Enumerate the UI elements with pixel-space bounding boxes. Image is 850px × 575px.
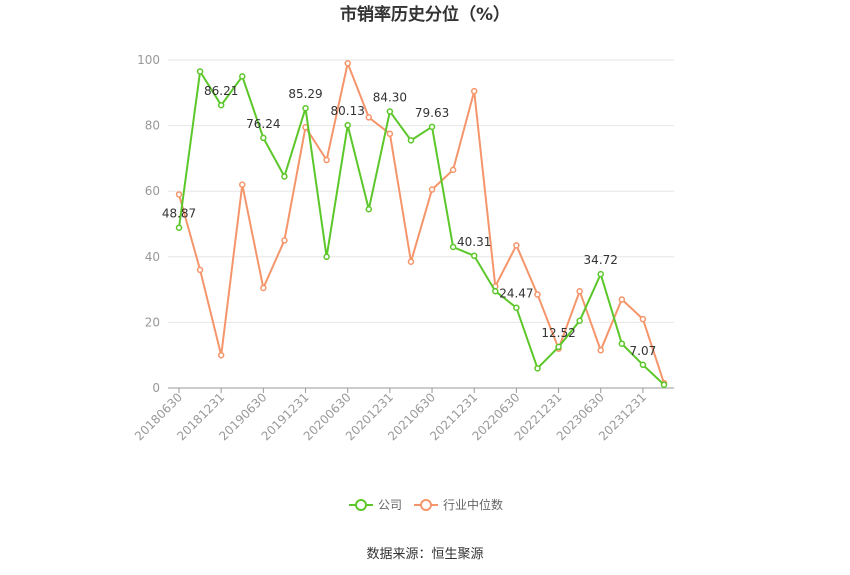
data-label: 85.29 [288,87,322,101]
data-point[interactable] [534,365,541,372]
data-point[interactable] [513,242,520,249]
data-point[interactable] [386,130,394,138]
data-point[interactable] [281,237,288,244]
data-point[interactable] [449,243,457,251]
data-point[interactable] [492,287,499,295]
data-point[interactable] [618,296,626,303]
source-note: 数据来源：恒生聚源 [366,547,483,562]
y-tick-label: 20 [145,315,160,329]
data-point[interactable] [196,68,204,75]
data-point[interactable] [639,315,647,323]
data-point[interactable] [386,108,394,115]
data-point[interactable] [618,340,626,347]
data-point[interactable] [597,270,604,278]
series-industry-median [175,59,668,387]
series-company [175,68,668,388]
x-tick-labels: 2018063020181231201906302019123120200630… [132,388,649,443]
y-tick-label: 80 [145,119,160,133]
data-point[interactable] [365,114,373,121]
legend-item-industry-median[interactable]: 行业中位数 [414,497,503,512]
data-point[interactable] [175,191,183,198]
legend-marker-icon [420,499,432,511]
data-point[interactable] [196,266,204,274]
data-labels: 48.87 86.21 76.24 85.29 80.13 84.30 79.63 40.31… [162,84,656,358]
data-label: 79.63 [415,106,449,120]
data-label: 80.13 [331,104,365,118]
data-point[interactable] [576,287,583,295]
series-group [175,59,668,388]
data-point[interactable] [281,173,288,180]
data-point[interactable] [344,121,351,129]
data-point[interactable] [470,252,478,260]
data-point[interactable] [534,291,541,298]
data-point[interactable] [260,134,267,142]
data-label: 84.30 [373,90,407,104]
y-tick-label: 40 [145,250,160,264]
legend-marker-icon [355,499,367,511]
legend-item-company[interactable]: 公司 [349,498,402,512]
data-point[interactable] [449,166,457,174]
legend-label: 公司 [378,498,402,512]
data-point[interactable] [260,284,267,292]
y-tick-label: 0 [152,381,160,395]
data-point[interactable] [428,123,436,131]
series-line [178,59,665,384]
data-point[interactable] [428,186,436,193]
data-point[interactable] [217,351,225,359]
data-point[interactable] [365,205,373,213]
data-point[interactable] [239,73,246,80]
legend-label: 行业中位数 [443,497,503,512]
data-label: 76.24 [246,117,280,131]
data-point[interactable] [323,156,330,164]
y-tick-label: 60 [145,184,160,198]
data-point[interactable] [344,60,351,67]
data-label: 40.31 [457,235,491,249]
data-point[interactable] [217,101,225,109]
y-tick-labels: 0 20 40 60 80 100 [137,53,160,395]
data-point[interactable] [597,347,604,354]
data-point[interactable] [302,104,309,112]
data-point[interactable] [323,253,330,261]
data-point[interactable] [407,258,415,265]
data-label: 24.47 [499,287,533,301]
data-point[interactable] [239,181,246,188]
data-label: 12.52 [541,326,575,340]
data-point[interactable] [639,361,647,369]
data-point[interactable] [470,87,478,95]
chart-title: 市销率历史分位（%） [340,4,510,25]
data-label: 34.72 [584,253,618,267]
data-point[interactable] [576,317,583,325]
data-point[interactable] [175,224,183,231]
data-point[interactable] [555,343,562,351]
legend[interactable]: 公司 行业中位数 [349,497,503,512]
data-label: 7.07 [630,344,657,358]
series-line [178,68,665,386]
data-point[interactable] [513,304,520,311]
data-label: 48.87 [162,207,196,221]
data-point[interactable] [660,381,668,388]
data-label: 86.21 [204,84,238,98]
y-tick-label: 100 [137,53,160,67]
data-point[interactable] [407,137,415,144]
